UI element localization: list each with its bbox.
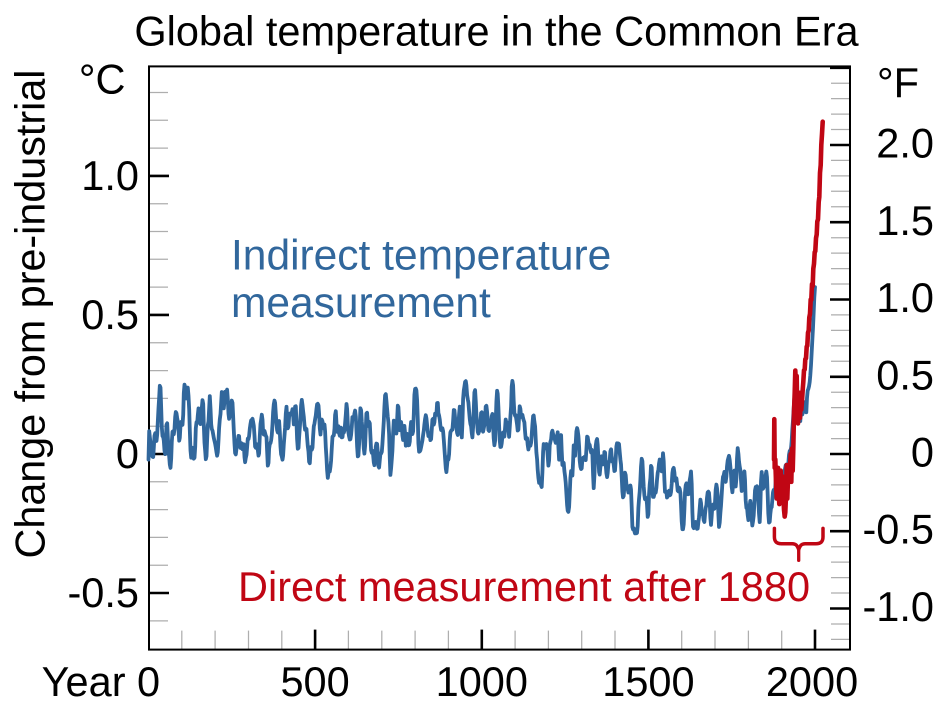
svg-text:1.0: 1.0 — [81, 152, 139, 199]
svg-text:°C: °C — [79, 56, 126, 103]
svg-text:Indirect temperature: Indirect temperature — [231, 233, 611, 280]
svg-text:1.0: 1.0 — [876, 274, 934, 321]
svg-text:-0.5: -0.5 — [862, 506, 934, 553]
svg-text:0: 0 — [116, 430, 139, 477]
svg-text:Year 0: Year 0 — [42, 658, 160, 705]
svg-text:-1.0: -1.0 — [862, 583, 934, 630]
svg-text:1000: 1000 — [436, 658, 528, 705]
svg-text:-0.5: -0.5 — [67, 569, 139, 616]
svg-text:Change from pre-industrial: Change from pre-industrial — [8, 70, 54, 559]
svg-text:500: 500 — [280, 658, 349, 705]
svg-text:0: 0 — [911, 429, 934, 476]
svg-text:Direct measurement after 1880: Direct measurement after 1880 — [238, 563, 810, 610]
svg-text:0.5: 0.5 — [81, 291, 139, 338]
svg-text:°F: °F — [877, 59, 919, 106]
svg-text:1500: 1500 — [602, 658, 694, 705]
svg-text:Global temperature in the Comm: Global temperature in the Common Era — [134, 8, 859, 55]
svg-text:measurement: measurement — [231, 280, 491, 327]
svg-text:0.5: 0.5 — [876, 351, 934, 398]
svg-text:1.5: 1.5 — [876, 197, 934, 244]
svg-text:2000: 2000 — [766, 658, 858, 705]
svg-text:2.0: 2.0 — [876, 120, 934, 167]
